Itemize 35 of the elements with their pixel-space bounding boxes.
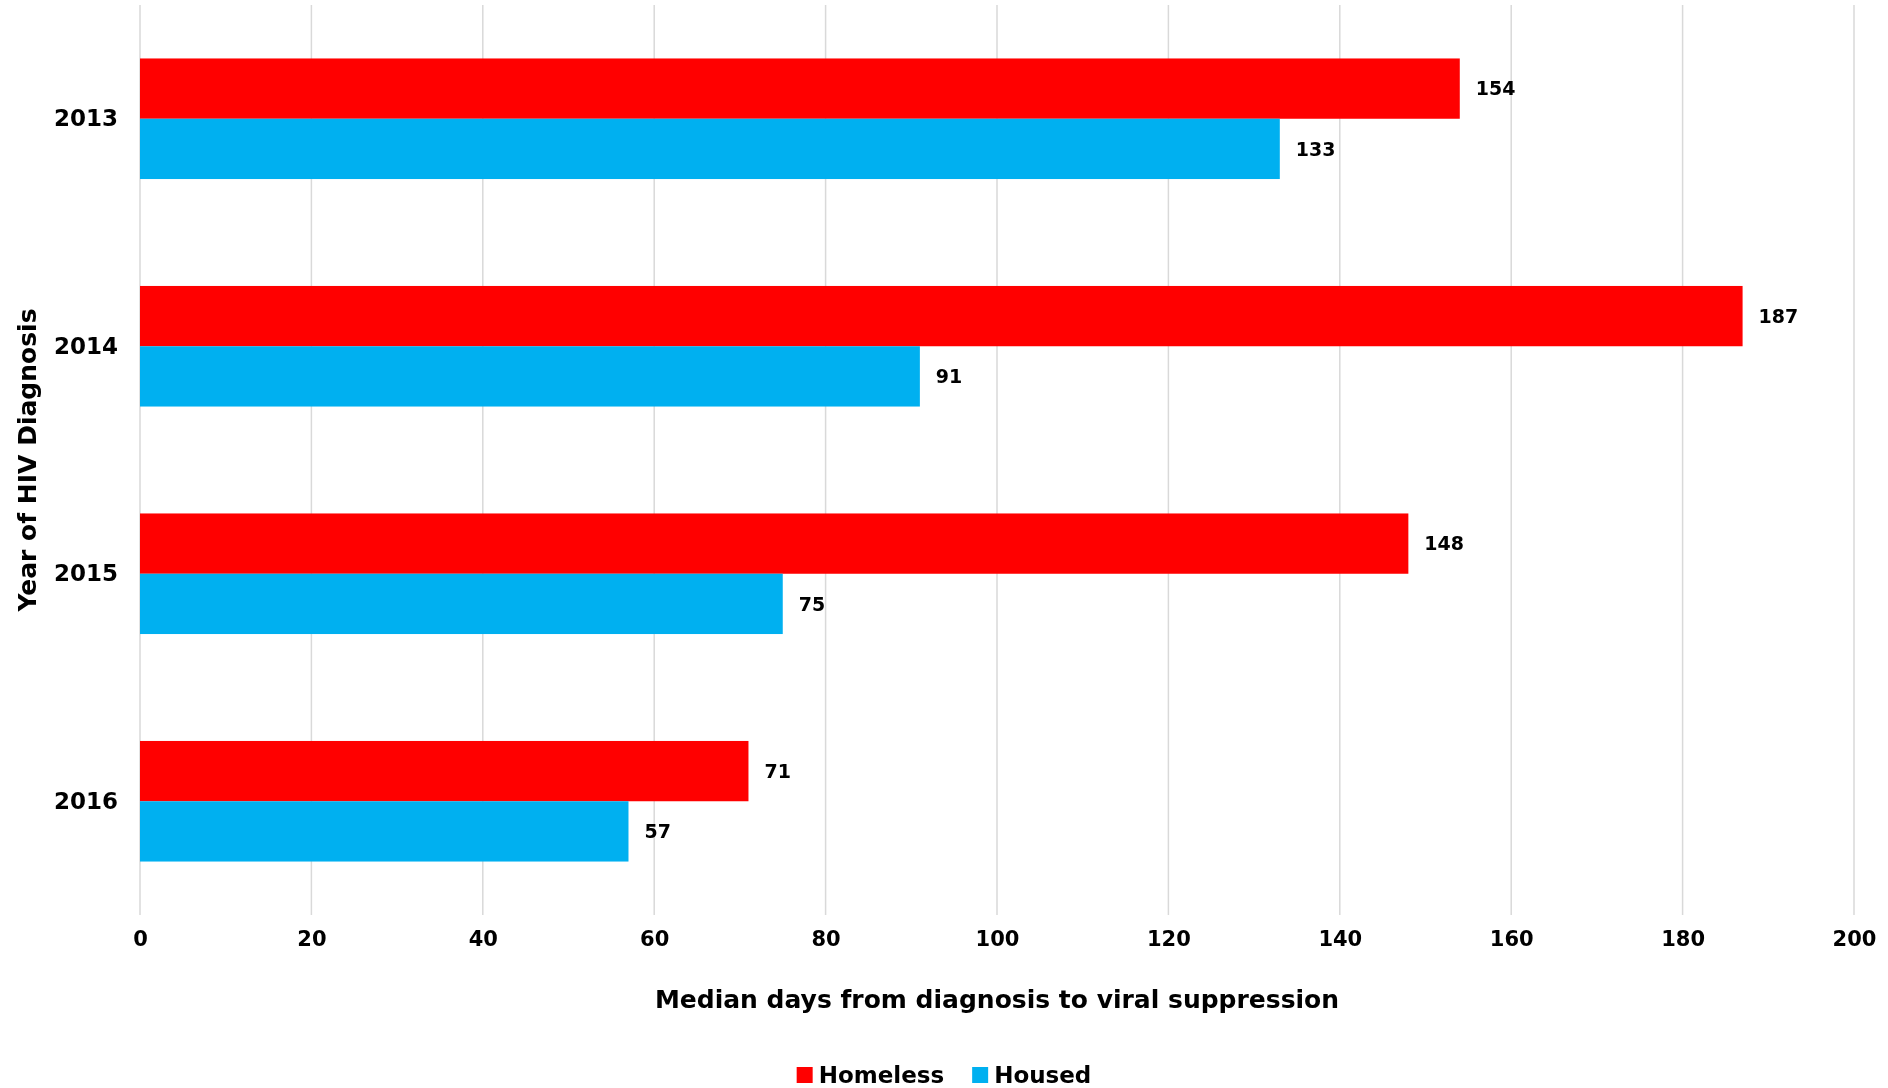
bar <box>140 801 629 862</box>
y-axis-title: Year of HIV Diagnosis <box>13 308 42 613</box>
x-tick-label: 100 <box>975 926 1020 951</box>
bar <box>140 285 1743 347</box>
x-tick-label: 80 <box>811 926 841 951</box>
y-tick-label: 2014 <box>53 332 118 359</box>
data-label: 75 <box>798 592 826 615</box>
y-tick-label: 2015 <box>53 560 118 587</box>
x-axis-title: Median days from diagnosis to viral suppression <box>654 985 1340 1014</box>
x-tick-label: 180 <box>1661 926 1706 951</box>
data-label: 148 <box>1424 532 1465 555</box>
x-tick-label: 40 <box>468 926 498 951</box>
y-tick-label: 2013 <box>53 105 118 132</box>
legend-label: Housed <box>994 1062 1092 1088</box>
bar <box>140 573 783 635</box>
data-label: 133 <box>1295 137 1336 160</box>
data-label: 91 <box>935 365 963 388</box>
x-tick-label: 200 <box>1832 926 1877 951</box>
data-label: 154 <box>1475 77 1516 100</box>
bar <box>140 346 920 407</box>
data-label: 57 <box>644 820 671 843</box>
x-tick-label: 20 <box>297 926 327 951</box>
bar <box>140 58 1460 119</box>
legend-label: Homeless <box>818 1062 945 1088</box>
y-tick-label: 2016 <box>53 787 118 814</box>
x-tick-label: 60 <box>640 926 670 951</box>
x-tick-label: 160 <box>1489 926 1534 951</box>
x-tick-label: 140 <box>1318 926 1363 951</box>
bar <box>140 740 749 802</box>
data-label: 187 <box>1758 304 1799 327</box>
x-tick-label: 120 <box>1146 926 1191 951</box>
bar <box>140 513 1409 574</box>
bar <box>140 118 1280 180</box>
x-tick-label: 0 <box>133 926 148 951</box>
data-label: 71 <box>764 759 791 782</box>
